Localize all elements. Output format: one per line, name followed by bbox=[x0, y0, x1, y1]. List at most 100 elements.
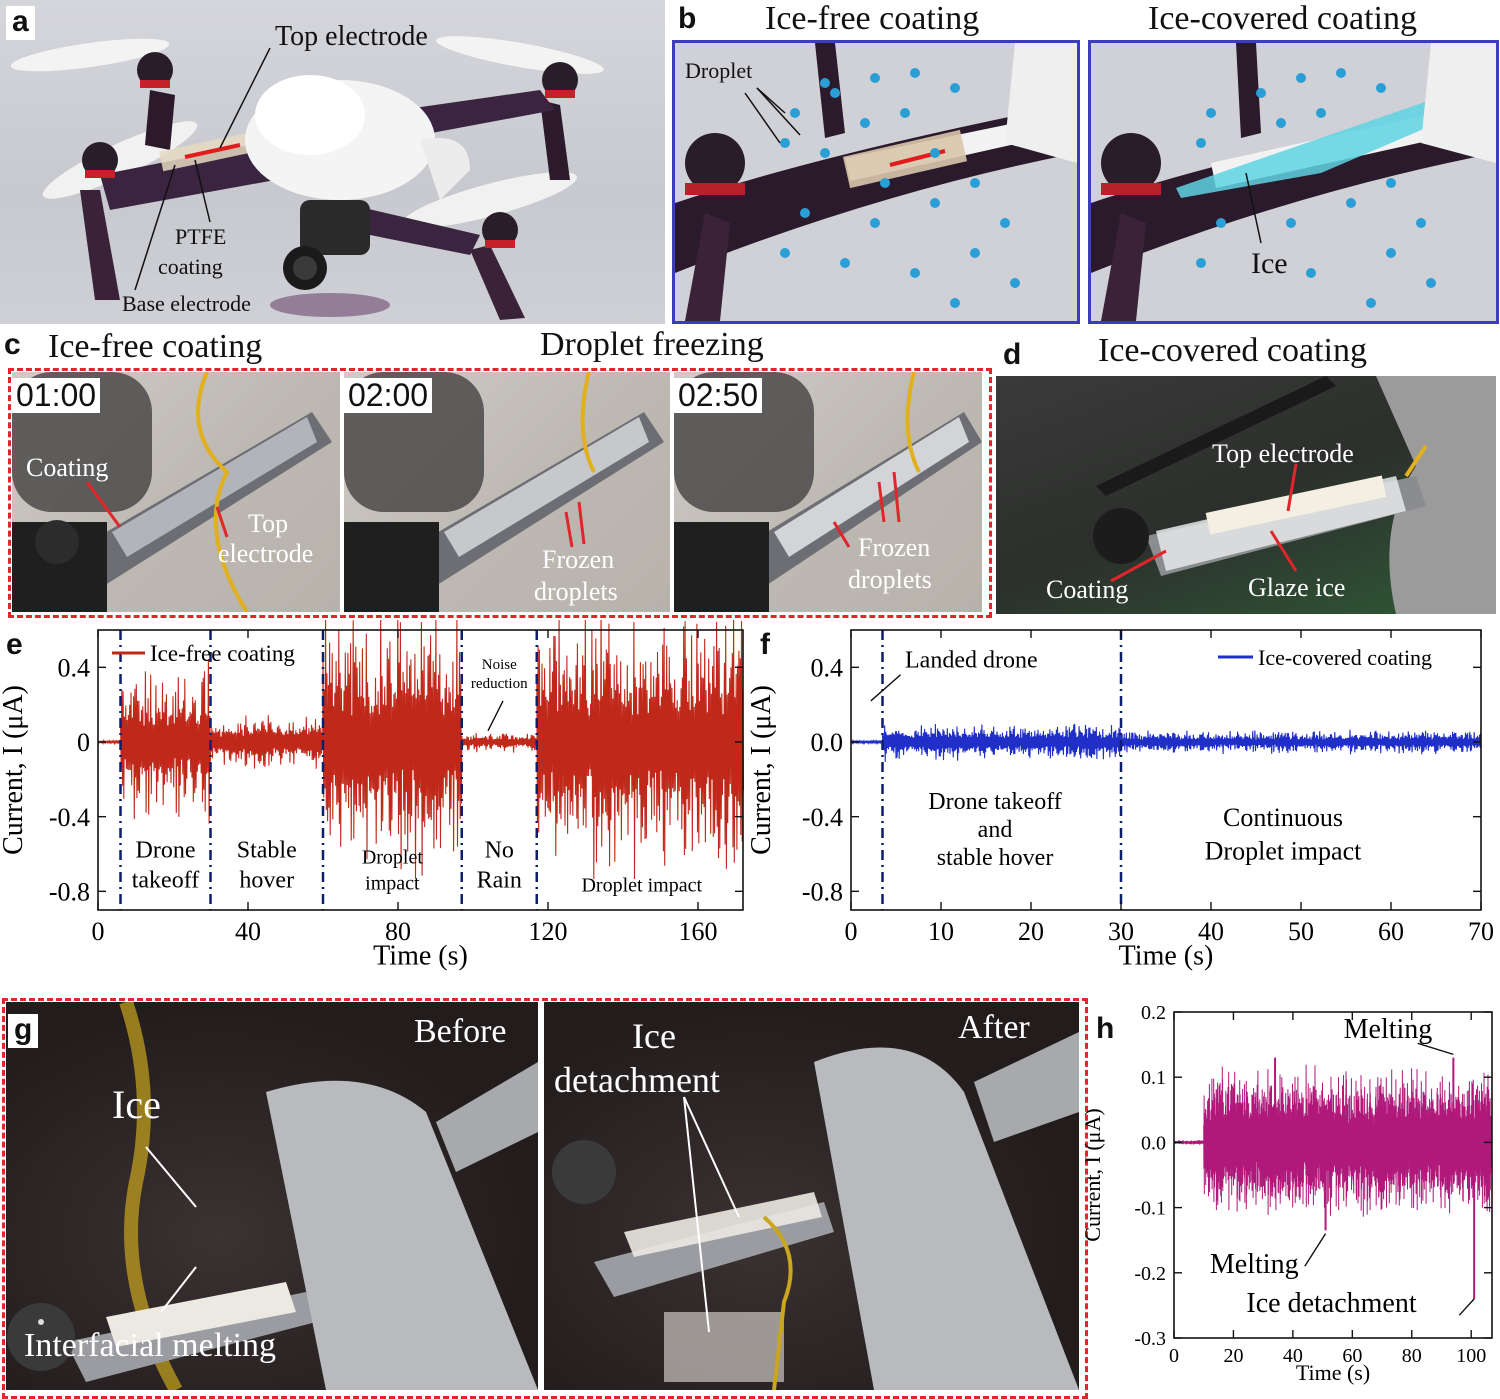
annot-cont-1: Continuous bbox=[1223, 803, 1343, 832]
label-coating: coating bbox=[158, 254, 223, 279]
y-tick-label: -0.2 bbox=[1134, 1263, 1166, 1285]
panel-d-title: Ice-covered coating bbox=[1098, 332, 1367, 369]
panel-b-right-title: Ice-covered coating bbox=[1148, 0, 1417, 37]
x-tick-label: 160 bbox=[679, 917, 718, 946]
y-tick-label: -0.4 bbox=[802, 803, 843, 832]
label-droplets-c2: droplets bbox=[534, 577, 618, 606]
y-tick-label: -0.8 bbox=[802, 877, 843, 906]
panel-c-title-left: Ice-free coating bbox=[48, 328, 263, 365]
label-ice-g: Ice bbox=[112, 1082, 161, 1127]
panel-a-letter: a bbox=[6, 6, 35, 40]
label-frozen-c2: Frozen bbox=[542, 545, 615, 574]
y-tick-label: 0.0 bbox=[811, 728, 844, 757]
annot-hover: hover bbox=[239, 868, 294, 894]
annot-takeoff-3: stable hover bbox=[937, 845, 1054, 871]
panel-g-letter: g bbox=[8, 1014, 39, 1048]
annot-noise: Noise bbox=[482, 657, 517, 673]
panel-c-frame-3: 02:50 Frozen droplets bbox=[674, 372, 982, 612]
annot-melting-bottom: Melting bbox=[1210, 1249, 1299, 1280]
y-tick-label: 0.1 bbox=[1141, 1067, 1166, 1089]
panel-g-after-photo: After Ice detachment bbox=[544, 1002, 1079, 1390]
label-ice-detachment-2: detachment bbox=[554, 1060, 720, 1100]
chart-trace bbox=[850, 723, 1482, 763]
panel-e-letter: e bbox=[6, 628, 23, 661]
chart-frame bbox=[1173, 1011, 1493, 1339]
x-tick-label: 0 bbox=[1169, 1345, 1179, 1367]
y-tick-label: 0 bbox=[77, 728, 90, 757]
label-top-electrode-d: Top electrode bbox=[1212, 439, 1354, 468]
annot-melting-bottom-leader bbox=[1304, 1233, 1327, 1267]
panel-c-frame-border bbox=[8, 368, 992, 618]
panel-f-letter: f bbox=[760, 628, 770, 661]
x-tick-label: 50 bbox=[1288, 917, 1314, 946]
x-tick-label: 60 bbox=[1342, 1345, 1362, 1367]
chart-trace bbox=[1173, 1064, 1493, 1217]
panel-g-frame-border bbox=[2, 998, 1088, 1399]
chart-f: 0 10 20 30 40 50 60 70 -0.8 -0.4 0.0 0.4 Time (s) Cur… bbox=[748, 629, 1494, 972]
annot-ice-detachment-leader bbox=[1458, 1298, 1475, 1316]
x-tick-label: 70 bbox=[1468, 917, 1494, 946]
annot-landed: Landed drone bbox=[905, 647, 1038, 673]
ice-covered-illustration bbox=[1091, 43, 1496, 321]
label-top-c: Top bbox=[248, 509, 289, 538]
label-glaze-ice-d: Glaze ice bbox=[1248, 573, 1346, 602]
chart-frame bbox=[850, 629, 1482, 911]
legend-label-f: Ice-covered coating bbox=[1258, 645, 1432, 670]
label-frozen-c3: Frozen bbox=[858, 533, 931, 562]
x-axis-label: Time (s) bbox=[373, 941, 468, 972]
annot-takeoff-1: Drone takeoff bbox=[928, 789, 1062, 815]
x-tick-label: 10 bbox=[928, 917, 954, 946]
y-tick-label: -0.8 bbox=[49, 877, 90, 906]
label-before: Before bbox=[414, 1013, 507, 1050]
panel-c-letter: c bbox=[4, 328, 21, 361]
annot-takeoff-2: and bbox=[978, 817, 1013, 843]
annot-reduction: reduction bbox=[471, 676, 528, 692]
frame-2-time: 02:00 bbox=[344, 377, 433, 414]
x-tick-label: 80 bbox=[385, 917, 411, 946]
frame-1-time: 01:00 bbox=[12, 377, 101, 414]
annot-cont-2: Droplet impact bbox=[1205, 837, 1362, 866]
ice-free-illustration bbox=[675, 43, 1077, 321]
x-tick-label: 0 bbox=[92, 917, 105, 946]
annot-ice-detachment: Ice detachment bbox=[1246, 1288, 1416, 1319]
frame-3-time: 02:50 bbox=[674, 377, 763, 414]
label-coating-c: Coating bbox=[26, 453, 109, 482]
chart-h: 0 20 40 60 80 100 -0.3 -0.2 -0.1 0.0 0.1 0.2 Time (s… bbox=[1082, 1002, 1493, 1385]
y-axis-label: Current, I (μA) bbox=[0, 685, 29, 855]
annot-stable: Stable bbox=[237, 838, 297, 864]
panel-b-letter: b bbox=[678, 2, 697, 35]
x-tick-label: 80 bbox=[1402, 1345, 1422, 1367]
drone-illustration bbox=[10, 36, 604, 320]
annot-rain: Rain bbox=[477, 868, 522, 894]
panel-c-title-right: Droplet freezing bbox=[540, 326, 764, 363]
panel-d-photo: Top electrode Coating Glaze ice bbox=[996, 376, 1496, 614]
x-tick-label: 40 bbox=[235, 917, 261, 946]
chart-frame bbox=[97, 629, 744, 911]
y-tick-label: -0.1 bbox=[1134, 1198, 1166, 1220]
label-after: After bbox=[958, 1009, 1030, 1046]
x-axis-label: Time (s) bbox=[1296, 1360, 1370, 1385]
x-axis-label: Time (s) bbox=[1119, 941, 1214, 972]
x-tick-label: 20 bbox=[1018, 917, 1044, 946]
y-tick-label: 0.4 bbox=[811, 653, 844, 682]
label-top-electrode: Top electrode bbox=[275, 21, 428, 52]
panel-b-right-image: Ice bbox=[1088, 40, 1499, 324]
x-tick-label: 20 bbox=[1223, 1345, 1243, 1367]
annot-impact-1: impact bbox=[365, 872, 420, 894]
label-ice: Ice bbox=[1251, 247, 1288, 280]
y-tick-label: 0.2 bbox=[1141, 1002, 1166, 1024]
panel-b-left-image: Droplet bbox=[672, 40, 1080, 324]
annot-no: No bbox=[485, 838, 514, 864]
panel-h-letter: h bbox=[1096, 1012, 1115, 1045]
x-tick-label: 40 bbox=[1198, 917, 1224, 946]
panel-c-frame-1: 01:00 Coating Top electrode bbox=[12, 372, 340, 612]
x-tick-label: 100 bbox=[1456, 1345, 1486, 1367]
x-tick-label: 40 bbox=[1283, 1345, 1303, 1367]
label-coating-d: Coating bbox=[1046, 575, 1129, 604]
x-tick-label: 120 bbox=[529, 917, 568, 946]
annot-landed-leader bbox=[870, 674, 901, 702]
label-ice-detachment-1: Ice bbox=[632, 1016, 676, 1056]
y-tick-label: 0.0 bbox=[1141, 1132, 1166, 1154]
label-electrode-c: electrode bbox=[218, 539, 314, 568]
y-axis-label: Current, I (μA) bbox=[1082, 1108, 1105, 1241]
